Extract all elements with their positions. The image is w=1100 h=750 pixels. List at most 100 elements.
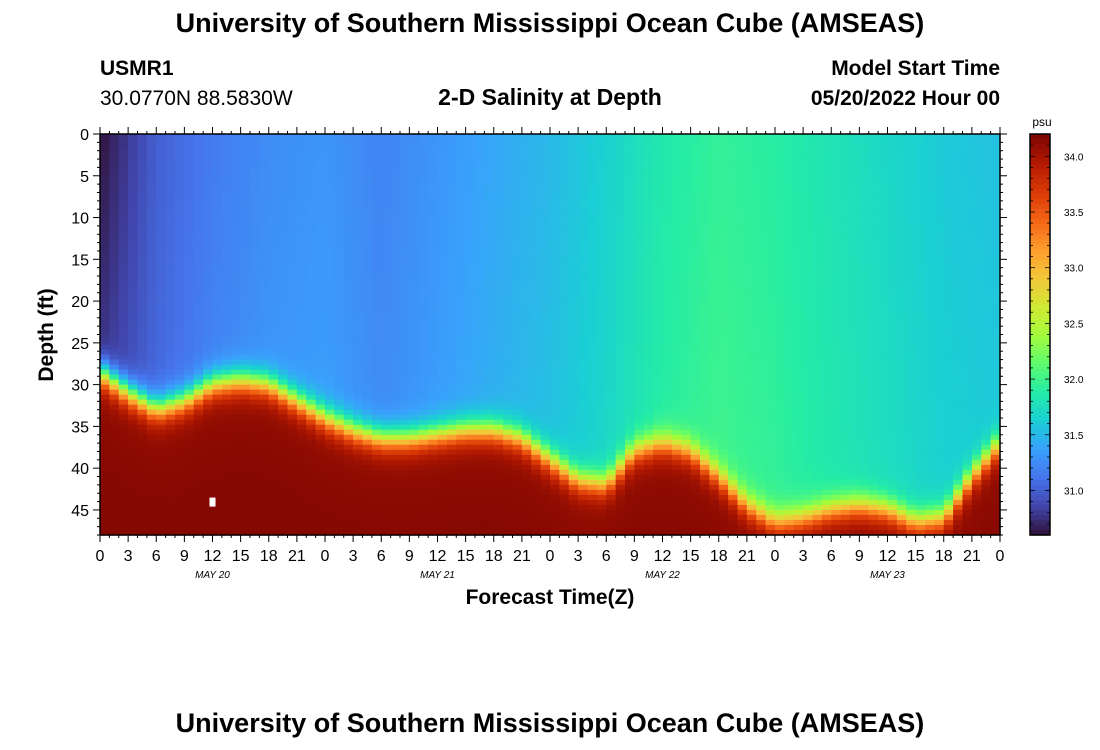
heat-cell [550, 454, 560, 461]
heat-cell [343, 254, 354, 260]
heat-cell [587, 234, 598, 240]
heat-cell [362, 424, 373, 431]
heat-cell [681, 224, 692, 230]
heat-cell [315, 454, 326, 461]
heat-cell [587, 314, 598, 321]
heat-cell [540, 434, 551, 441]
heat-cell [156, 394, 167, 401]
heat-cell [137, 139, 148, 145]
heat-cell [231, 469, 242, 476]
heat-cell [128, 369, 139, 376]
heat-cell [343, 459, 354, 466]
heat-cell [503, 504, 514, 511]
heat-cell [493, 174, 504, 180]
heat-cell [184, 274, 195, 280]
heat-cell [184, 379, 195, 386]
heat-cell [606, 449, 617, 456]
heat-cell [653, 219, 664, 225]
heat-cell [540, 479, 551, 486]
heat-cell [381, 434, 392, 441]
heat-cell [146, 499, 157, 506]
heat-cell [343, 489, 354, 496]
heat-cell [390, 254, 401, 260]
heat-cell [287, 219, 298, 225]
heat-cell [353, 414, 364, 421]
heat-cell [165, 514, 176, 521]
heat-cell [465, 269, 476, 275]
heat-cell [484, 459, 495, 466]
heat-cell [100, 289, 110, 295]
heat-cell [118, 199, 129, 205]
heat-cell [428, 494, 439, 501]
heat-cell [118, 514, 129, 521]
heat-cell [268, 324, 279, 331]
heat-cell [250, 229, 260, 235]
heat-cell [390, 504, 401, 511]
heat-cell [428, 379, 439, 386]
heat-cell [221, 464, 232, 471]
heat-cell [550, 214, 560, 220]
heat-cell [362, 194, 373, 200]
heat-cell [259, 309, 270, 316]
heat-cell [175, 214, 185, 220]
heat-cell [484, 189, 495, 195]
heat-cell [662, 259, 673, 265]
heat-cell [606, 334, 617, 341]
heat-cell [625, 309, 635, 316]
heat-cell [296, 479, 307, 486]
heat-cell [437, 354, 448, 361]
heat-cell [521, 519, 532, 526]
heat-cell [512, 294, 523, 301]
heat-cell [315, 314, 326, 321]
heat-cell [109, 344, 120, 351]
heat-cell [503, 314, 514, 321]
heat-cell [625, 369, 635, 376]
heat-cell [446, 279, 457, 285]
heat-cell [221, 349, 232, 356]
heat-cell [371, 389, 382, 396]
heat-cell [446, 309, 457, 316]
heat-cell [653, 454, 664, 461]
heat-cell [475, 204, 485, 210]
heat-cell [212, 219, 223, 225]
heat-cell [418, 189, 429, 195]
heat-cell [653, 424, 664, 431]
heat-cell [521, 459, 532, 466]
heat-cell [156, 284, 167, 290]
heat-cell [578, 519, 589, 526]
heat-cell [250, 254, 260, 260]
model-start-value: 05/20/2022 Hour 00 [810, 87, 1000, 110]
heat-cell [100, 269, 110, 275]
heat-cell [671, 344, 682, 351]
heat-cell [662, 314, 673, 321]
heat-cell [587, 494, 598, 501]
heat-cell [184, 364, 195, 371]
heat-cell [587, 329, 598, 336]
heat-cell [259, 279, 270, 285]
heat-cell [362, 329, 373, 336]
heat-cell [371, 324, 382, 331]
heat-cell [296, 424, 307, 431]
heat-cell [568, 214, 579, 220]
heat-cell [465, 339, 476, 346]
heat-cell [100, 359, 110, 366]
heat-cell [250, 159, 260, 165]
heat-cell [634, 389, 645, 396]
heat-cell [381, 449, 392, 456]
heat-cell [578, 419, 589, 426]
heat-cell [259, 429, 270, 436]
heat-cell [456, 464, 467, 471]
heat-cell [231, 199, 242, 205]
heat-cell [550, 369, 560, 376]
heat-cell [521, 354, 532, 361]
heat-cell [296, 464, 307, 471]
heat-cell [493, 259, 504, 265]
heat-cell [306, 214, 317, 220]
heat-cell [465, 179, 476, 185]
heat-cell [193, 134, 204, 140]
heat-cell [475, 134, 485, 140]
heat-cell [662, 514, 673, 521]
heat-cell [634, 514, 645, 521]
heat-cell [550, 529, 560, 536]
heat-cell [428, 389, 439, 396]
